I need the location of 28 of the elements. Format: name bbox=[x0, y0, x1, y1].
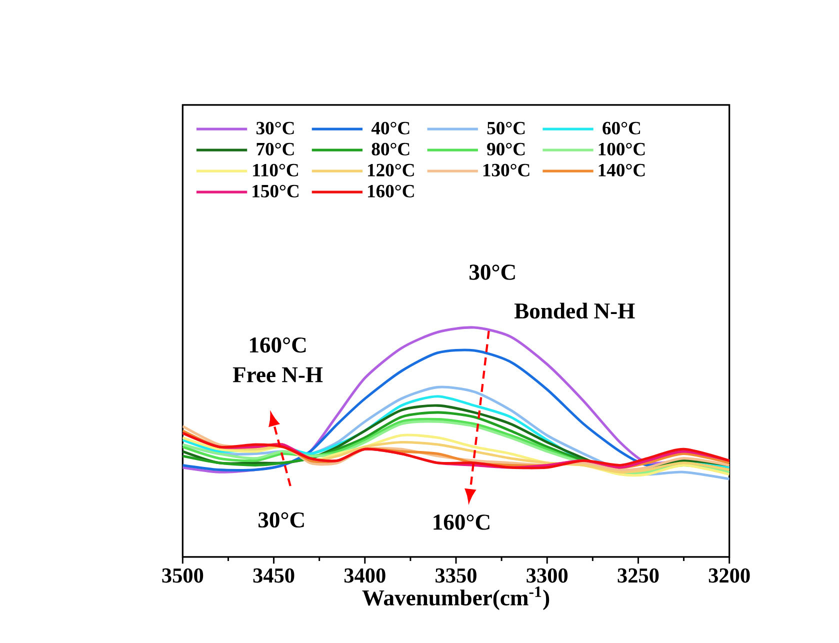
legend-label: 50°C bbox=[487, 122, 525, 134]
legend-label: 90°C bbox=[487, 142, 525, 156]
legend-label: 120°C bbox=[368, 164, 414, 176]
legend-label: 60°C bbox=[602, 122, 640, 134]
x-tick-label: 3450 bbox=[253, 568, 294, 583]
legend-label: 30°C bbox=[256, 122, 294, 134]
annotation: 160°C bbox=[434, 514, 490, 530]
x-axis-title: Wavenumber(cm$^{-1}$) bbox=[362, 586, 550, 610]
legend-label: 40°C bbox=[371, 122, 410, 134]
annotation: 30°C bbox=[258, 512, 304, 528]
x-tick-label: 3200 bbox=[708, 568, 750, 583]
legend-label: 100°C bbox=[598, 142, 645, 156]
legend-label: 140°C bbox=[598, 164, 645, 176]
legend-label: 110°C bbox=[253, 164, 298, 176]
x-tick-label: 3300 bbox=[526, 568, 568, 583]
x-tick-label: 3500 bbox=[162, 568, 204, 583]
legend-label: 70°C bbox=[256, 142, 294, 156]
x-tick-label: 3350 bbox=[436, 568, 476, 583]
annotation: 160°C bbox=[250, 337, 306, 353]
legend-label: 130°C bbox=[483, 164, 530, 176]
legend-label: 160°C bbox=[368, 184, 414, 198]
legend-label: 80°C bbox=[372, 142, 410, 156]
x-tick-label: 3400 bbox=[344, 568, 386, 583]
text: 30°C bbox=[470, 264, 515, 280]
x-tick-label: 3250 bbox=[618, 568, 659, 583]
annotation: Free N-H bbox=[232, 367, 323, 382]
legend-label: 150°C bbox=[252, 184, 298, 198]
text: Bonded N-H bbox=[514, 302, 635, 319]
